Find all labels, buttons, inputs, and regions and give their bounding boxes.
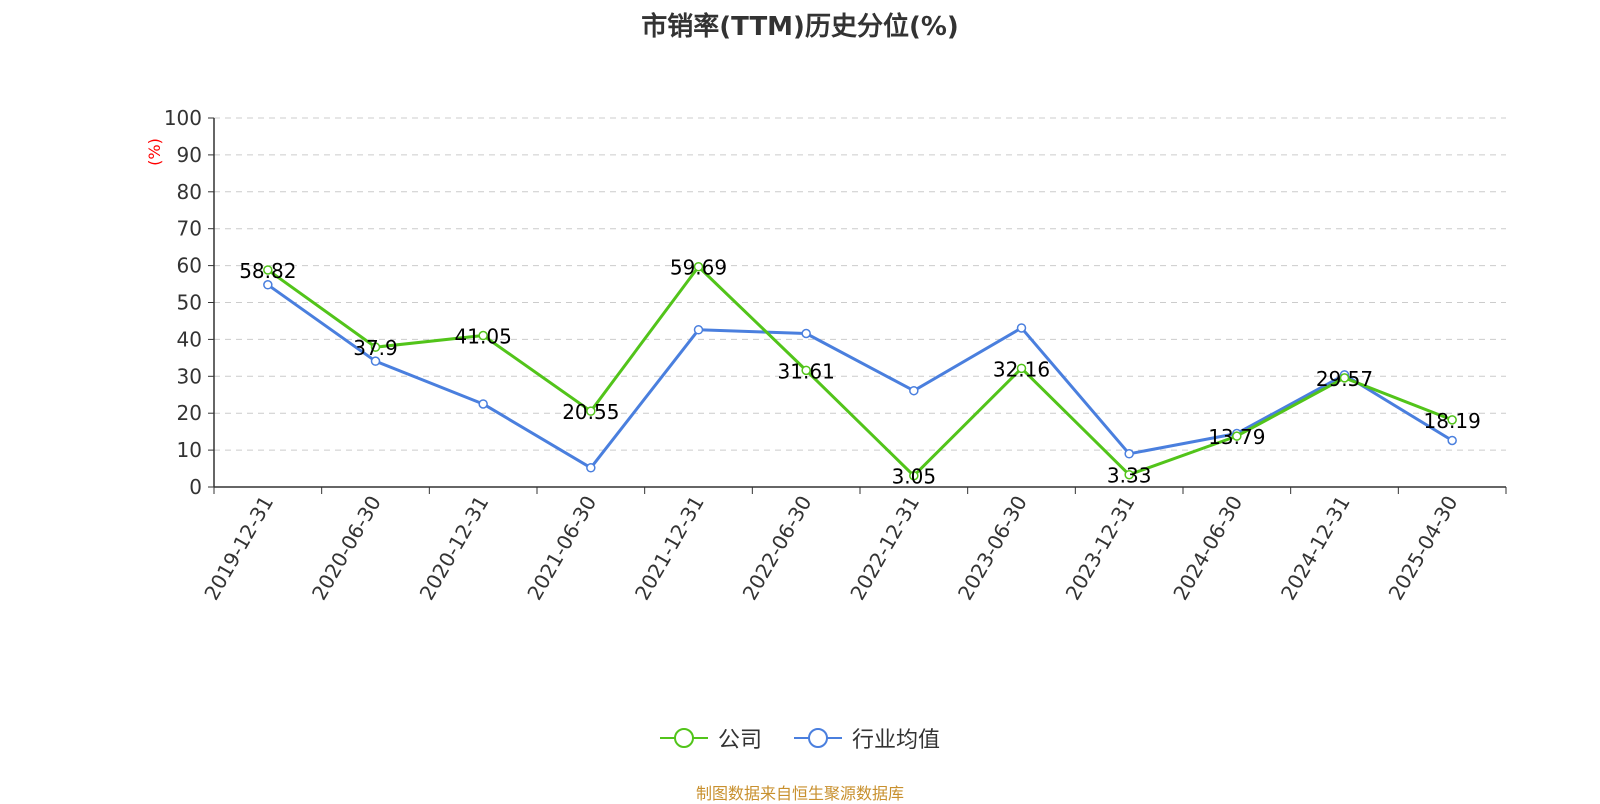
data-label-company: 37.9 [353,336,398,360]
y-tick-label: 40 [177,327,202,351]
x-tick-label: 2023-06-30 [953,492,1032,605]
legend: 公司 行业均值 [0,722,1600,754]
data-label-company: 3.05 [892,465,937,489]
data-point-industry [1124,449,1134,459]
y-tick-label: 60 [177,254,202,278]
data-label-company: 29.57 [1316,367,1373,391]
gridlines [214,117,1506,451]
data-label-company: 31.61 [778,359,835,383]
chart-title: 市销率(TTM)历史分位(%) [641,12,959,42]
y-tick-label: 80 [177,180,202,204]
y-tick-label: 0 [189,475,202,499]
data-point-industry [801,328,811,339]
data-point-company [1339,373,1350,383]
legend-item-company[interactable]: 公司 [659,722,762,754]
y-axis-label: (%) [145,138,164,166]
data-point-company [1016,363,1027,374]
data-point-company [370,342,381,352]
x-tick-label: 2025-04-30 [1384,492,1463,605]
x-tick-label: 2022-12-31 [845,492,924,605]
data-label-company: 59.69 [670,256,727,280]
data-point-company [1232,431,1242,441]
legend-label-industry: 行业均值 [852,728,941,753]
legend-company-line-icon [659,728,708,748]
x-tick-label: 2021-06-30 [522,492,601,605]
data-label-company: 13.79 [1208,425,1265,449]
y-tick-label: 10 [177,438,202,462]
data-labels: 58.82 37.9 41.05 20.55 59.69 31.61 3.05 32.16 3.… [239,256,1481,489]
x-tick-label: 2024-06-30 [1168,492,1247,605]
data-label-company: 18.19 [1424,409,1481,433]
data-label-company: 41.05 [455,325,512,349]
legend-label-company: 公司 [717,728,762,753]
y-tick-label: 100 [164,106,202,130]
data-point-industry [370,356,381,366]
series-line-industry [266,283,1453,470]
data-point-industry [693,325,704,335]
data-label-company: 58.82 [239,259,296,283]
y-tick-label: 90 [177,143,202,167]
data-point-company [801,365,811,376]
x-tick-label: 2020-06-30 [307,492,386,605]
data-label-company: 3.33 [1107,464,1152,488]
data-point-industry [909,385,919,396]
data-point-company [1447,415,1457,425]
series-lines [263,261,1457,481]
data-point-industry [478,399,488,409]
data-source-note: 制图数据来自恒生聚源数据库 [695,784,904,803]
y-tick-label: 30 [177,364,202,388]
x-tick-label: 2020-12-31 [415,492,494,605]
y-tick-label: 70 [177,217,202,241]
x-tick-label: 2024-12-31 [1276,492,1355,605]
y-tick-label: 50 [177,291,202,315]
legend-industry-line-icon [794,728,842,748]
y-tick-label: 20 [177,401,202,425]
data-point-industry [1016,323,1027,333]
data-point-industry [263,280,273,290]
data-point-company [693,261,704,272]
data-point-company [263,265,273,275]
data-point-industry [586,463,596,473]
data-point-industry [1447,435,1457,446]
data-point-company [909,470,919,481]
data-point-company [1124,469,1134,480]
x-tick-label: 2019-12-31 [199,492,278,605]
x-tick-label: 2022-06-30 [738,492,817,605]
axes: 0 10 20 30 40 50 60 70 80 90 100(%) 2019-12-31 2020-… [145,106,1507,605]
series-line-company [266,265,1453,478]
legend-item-industry[interactable]: 行业均值 [794,722,940,754]
x-tick-label: 2023-12-31 [1061,492,1140,605]
x-tick-label: 2021-12-31 [630,492,709,605]
data-point-company [586,406,596,416]
data-label-company: 20.55 [562,400,619,424]
data-label-company: 32.16 [993,357,1050,381]
data-point-company [478,330,488,341]
